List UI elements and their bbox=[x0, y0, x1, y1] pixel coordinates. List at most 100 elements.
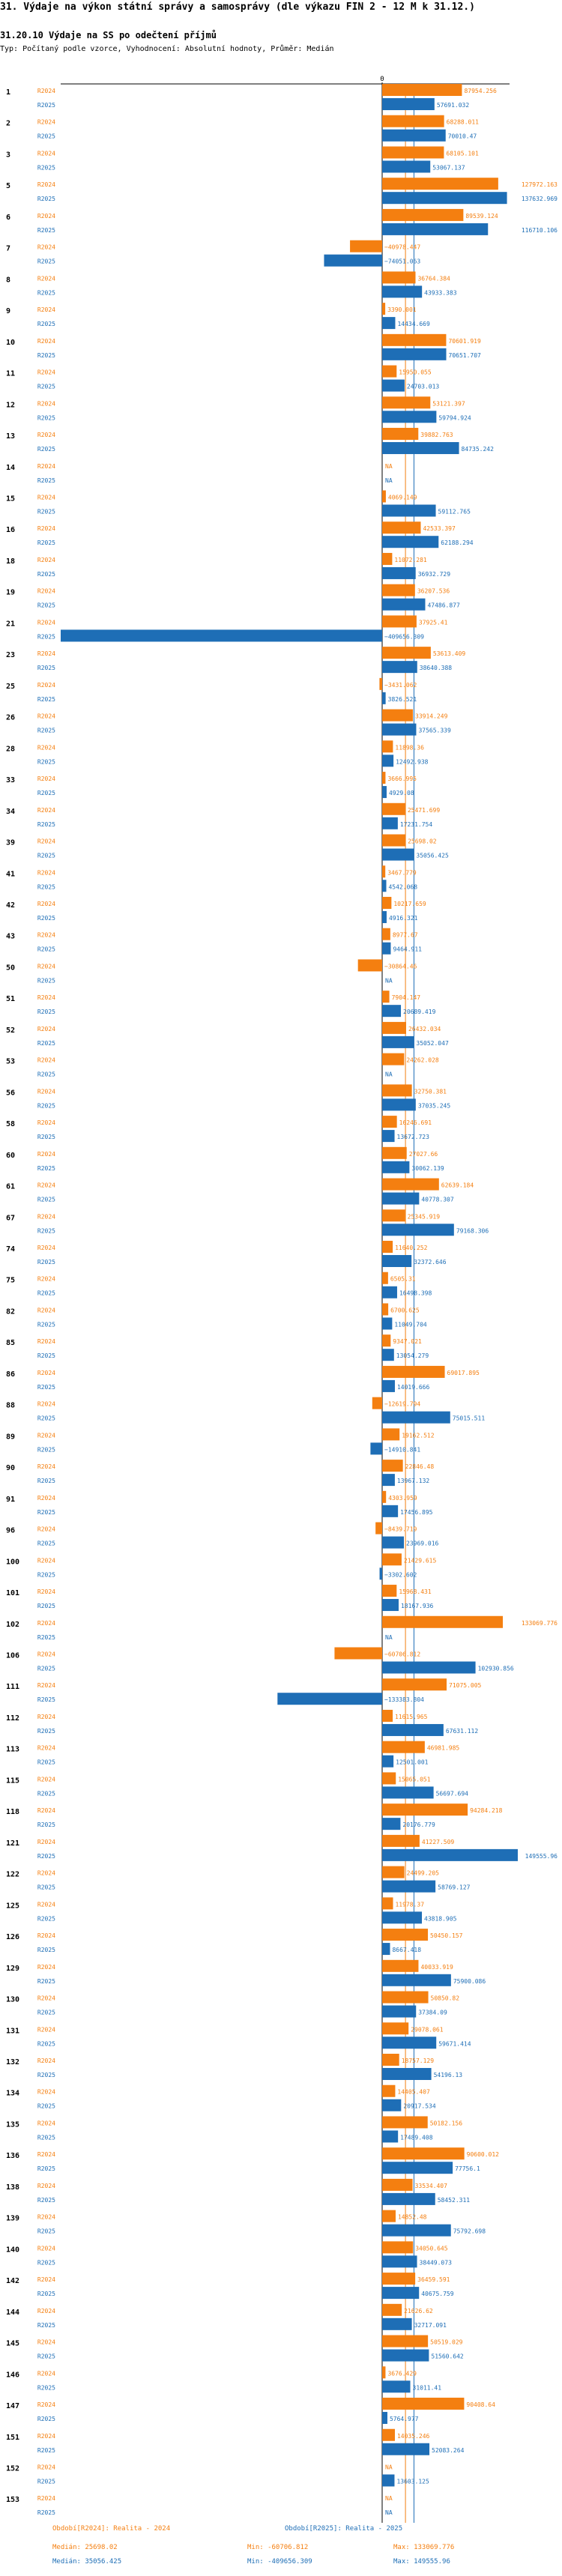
value-label-r2025: −14910.841 bbox=[384, 1446, 420, 1453]
series-label-r2024: R2024 bbox=[37, 1932, 55, 1939]
series-label-r2025: R2025 bbox=[37, 2384, 55, 2391]
value-label-r2025: 12501.001 bbox=[396, 1759, 429, 1766]
category-label: 121 bbox=[6, 1839, 19, 1848]
series-label-r2025: R2025 bbox=[37, 1446, 55, 1453]
series-label-r2025: R2025 bbox=[37, 2353, 55, 2360]
category-label: 12 bbox=[6, 401, 15, 409]
series-label-r2024: R2024 bbox=[37, 557, 55, 563]
bar-r2024 bbox=[382, 428, 419, 441]
series-label-r2024: R2024 bbox=[37, 2183, 55, 2189]
series-label-r2024: R2024 bbox=[37, 1964, 55, 1971]
series-label-r2024: R2024 bbox=[37, 682, 55, 689]
value-label-r2025: 4916.321 bbox=[389, 915, 418, 922]
bar-r2025 bbox=[382, 1255, 412, 1268]
value-label-r2025: 75015.511 bbox=[453, 1415, 486, 1422]
series-label-r2024: R2024 bbox=[37, 525, 55, 532]
category-label: 85 bbox=[6, 1339, 15, 1347]
value-label-r2024: 19162.512 bbox=[402, 1432, 435, 1439]
category-label: 16 bbox=[6, 526, 15, 534]
value-label-r2025: 4542.068 bbox=[388, 883, 417, 890]
bar-r2024 bbox=[382, 1116, 397, 1128]
category-label: 15 bbox=[6, 495, 15, 503]
value-label-r2024: 3467.779 bbox=[387, 869, 417, 876]
series-label-r2025: R2025 bbox=[37, 1603, 55, 1609]
value-label-r2024: 70601.919 bbox=[448, 338, 481, 345]
series-label-r2025: R2025 bbox=[37, 1009, 55, 1015]
value-label-r2024: 21626.62 bbox=[404, 2308, 433, 2315]
value-label-r2025: 70651.707 bbox=[449, 352, 482, 359]
series-label-r2025: R2025 bbox=[37, 1853, 55, 1860]
category-label: 129 bbox=[6, 1965, 19, 1973]
category-label: 61 bbox=[6, 1183, 15, 1191]
legend-max-2024: Max: 133069.776 bbox=[393, 2544, 455, 2551]
legend-median-2024: Medián: 25698.02 bbox=[52, 2544, 118, 2551]
bar-r2025 bbox=[382, 317, 396, 330]
value-label-r2025: 30062.139 bbox=[411, 1165, 444, 1172]
series-label-r2024: R2024 bbox=[37, 650, 55, 657]
value-label-r2024: 21429.615 bbox=[404, 1557, 437, 1564]
bar-r2024 bbox=[382, 1959, 419, 1972]
bar-r2024 bbox=[382, 834, 406, 847]
category-label: 2 bbox=[6, 120, 10, 128]
value-label-r2024: 68105.101 bbox=[446, 150, 479, 157]
series-label-r2025: R2025 bbox=[37, 446, 55, 453]
bar-r2025 bbox=[382, 2318, 412, 2330]
value-label-r2025: 16498.398 bbox=[399, 1290, 432, 1297]
value-label-r2025: 75900.086 bbox=[453, 1978, 486, 1985]
bar-r2024 bbox=[382, 2178, 413, 2191]
series-label-r2025: R2025 bbox=[37, 352, 55, 359]
bar-r2024 bbox=[382, 928, 390, 940]
category-label: 28 bbox=[6, 745, 15, 753]
value-label-r2024: 36459.591 bbox=[417, 2276, 450, 2283]
bar-r2024 bbox=[382, 2210, 396, 2222]
value-label-r2025: 3826.521 bbox=[388, 696, 417, 703]
value-label-r2025: 13672.723 bbox=[397, 1134, 430, 1140]
series-label-r2025: R2025 bbox=[37, 1696, 55, 1703]
category-label: 113 bbox=[6, 1746, 19, 1754]
report-title: 31. Výdaje na výkon státní správy a samo… bbox=[0, 1, 475, 13]
bar-r2025 bbox=[382, 1474, 395, 1487]
value-label-r2025: 13054.279 bbox=[396, 1352, 429, 1359]
series-label-r2025: R2025 bbox=[37, 1197, 55, 1203]
series-label-r2025: R2025 bbox=[37, 946, 55, 953]
value-label-r2025: 47486.877 bbox=[427, 602, 460, 609]
value-label-r2025: 18167.936 bbox=[401, 1603, 434, 1609]
series-label-r2025: R2025 bbox=[37, 2259, 55, 2266]
series-label-r2025: R2025 bbox=[37, 227, 55, 234]
value-label-r2025: −74051.063 bbox=[384, 258, 420, 265]
bar-r2024 bbox=[382, 991, 390, 1003]
value-label-r2024: 27027.66 bbox=[409, 1151, 438, 1158]
bar-r2025 bbox=[382, 285, 423, 298]
category-label: 111 bbox=[6, 1683, 19, 1691]
series-label-r2025: R2025 bbox=[37, 258, 55, 265]
value-label-r2024: 34050.645 bbox=[415, 2245, 448, 2252]
bar-r2024 bbox=[382, 146, 444, 159]
bar-r2025 bbox=[382, 692, 386, 704]
value-label-r2025: 35052.047 bbox=[416, 1040, 449, 1047]
bar-r2024 bbox=[382, 2398, 465, 2410]
value-label-r2024: 7904.147 bbox=[392, 994, 421, 1001]
value-label-r2025: 59794.924 bbox=[438, 414, 471, 421]
bar-r2024 bbox=[350, 240, 382, 253]
series-label-r2025: R2025 bbox=[37, 477, 55, 484]
bar-r2024 bbox=[382, 178, 498, 190]
value-label-r2024: 14852.48 bbox=[398, 2214, 427, 2221]
series-label-r2025: R2025 bbox=[37, 758, 55, 765]
value-label-r2025: 35056.425 bbox=[416, 853, 449, 859]
value-label-r2024: 133069.776 bbox=[522, 1620, 558, 1627]
bar-r2024 bbox=[382, 615, 417, 628]
category-label: 7 bbox=[6, 245, 10, 253]
bar-r2024 bbox=[334, 1647, 382, 1660]
series-label-r2025: R2025 bbox=[37, 821, 55, 828]
series-label-r2024: R2024 bbox=[37, 432, 55, 438]
series-label-r2025: R2025 bbox=[37, 133, 55, 140]
series-label-r2025: R2025 bbox=[37, 1728, 55, 1735]
bar-r2025 bbox=[382, 192, 507, 205]
bar-r2025 bbox=[382, 1130, 395, 1143]
series-label-r2025: R2025 bbox=[37, 790, 55, 796]
value-label-r2024: 53121.397 bbox=[432, 400, 465, 407]
bar-r2024 bbox=[382, 115, 444, 127]
bar-r2025 bbox=[382, 598, 426, 611]
value-label-r2024: −40978.447 bbox=[384, 244, 420, 251]
bar-r2025 bbox=[382, 504, 436, 517]
